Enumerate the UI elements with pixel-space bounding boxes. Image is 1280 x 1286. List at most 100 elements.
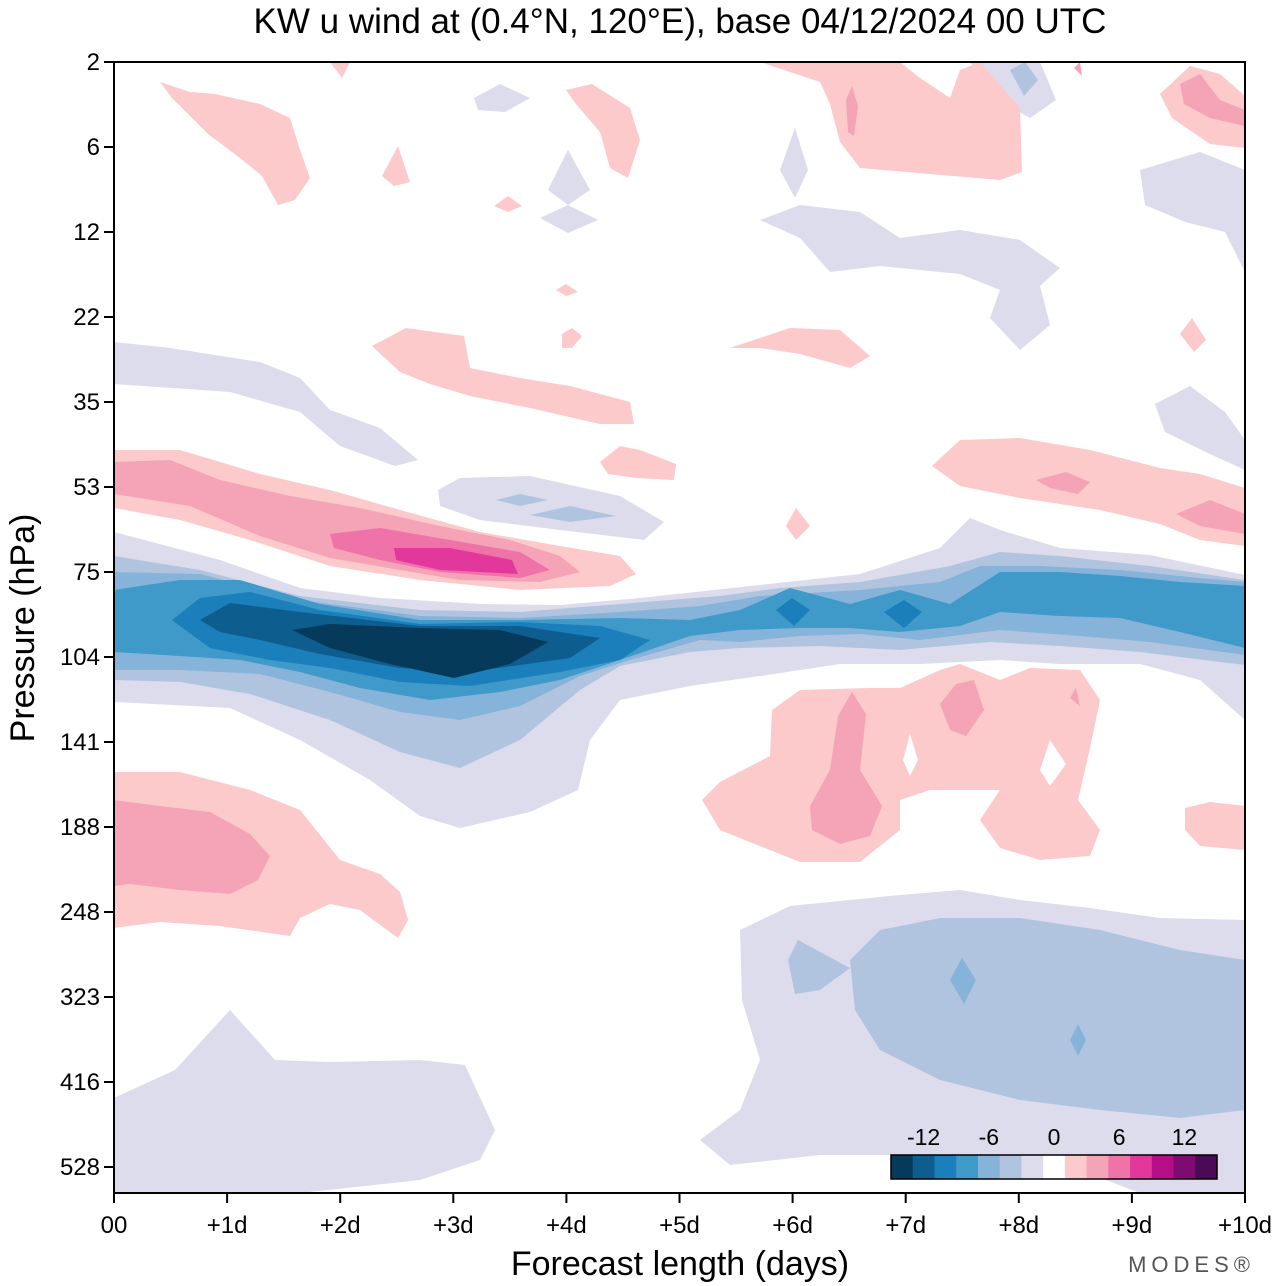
contour-westerly-moderate-lower-left bbox=[114, 800, 270, 894]
contour-easterly-light-upper-right bbox=[760, 205, 1060, 350]
x-axis: 00 +1d +2d +3d +4d +5d +6d +7d +8d +9d +10d bbox=[101, 1193, 1272, 1239]
y-tick-label: 416 bbox=[60, 1069, 100, 1096]
colorbar-swatch bbox=[1195, 1155, 1218, 1179]
contour-easterly-moderate-8-5d bbox=[1070, 1024, 1086, 1056]
x-tick-label: +3d bbox=[433, 1212, 474, 1239]
contour-westerly-light-right-188 bbox=[1185, 802, 1245, 850]
contour-westerly-light-22d bbox=[1180, 318, 1206, 352]
y-tick-label: 248 bbox=[60, 899, 100, 926]
contour-easterly-jet-core-6d bbox=[776, 598, 810, 626]
colorbar-swatch bbox=[956, 1155, 979, 1179]
colorbar-swatch bbox=[1173, 1155, 1196, 1179]
contour-westerly-moderate-top-right-b bbox=[846, 86, 858, 136]
x-tick-label: +2d bbox=[320, 1212, 361, 1239]
contour-easterly-light-right-edge bbox=[1140, 152, 1245, 272]
x-tick-label: +9d bbox=[1112, 1212, 1153, 1239]
contour-easterly-light-patch-12 bbox=[540, 205, 598, 233]
y-tick-label: 53 bbox=[73, 474, 100, 501]
contour-westerly-light-22b bbox=[562, 328, 582, 348]
contour-easterly-light-mid-53 bbox=[438, 476, 664, 540]
x-tick-label: +6d bbox=[772, 1212, 813, 1239]
contour-easterly-light-patch-6 bbox=[548, 150, 590, 205]
contour-westerly-moderate-right-75 bbox=[1176, 500, 1245, 534]
contour-westerly-light-35 bbox=[372, 328, 634, 424]
x-tick-label: +5d bbox=[659, 1212, 700, 1239]
x-tick-label: 00 bbox=[101, 1212, 128, 1239]
y-tick-label: 22 bbox=[73, 304, 100, 331]
contour-easterly-light-6d bbox=[780, 128, 808, 198]
contour-westerly-moderate-6-5d bbox=[810, 692, 882, 844]
y-tick-label: 323 bbox=[60, 984, 100, 1011]
x-tick-label: +10d bbox=[1218, 1212, 1272, 1239]
y-tick-label: 6 bbox=[87, 134, 100, 161]
contour-westerly-moderate-53 bbox=[1036, 472, 1090, 494]
y-tick-label: 12 bbox=[73, 219, 100, 246]
colorbar-label: 12 bbox=[1172, 1124, 1198, 1150]
y-axis: 2 6 12 22 35 53 75 104 141 188 248 323 416 528 bbox=[60, 49, 114, 1181]
contour-easterly-moderate-lower-right bbox=[850, 918, 1245, 1118]
colorbar-swatch bbox=[977, 1155, 1001, 1179]
colorbar-swatch bbox=[1108, 1155, 1131, 1179]
contour-westerly-light-6d bbox=[786, 508, 810, 540]
colorbar-label: 0 bbox=[1048, 1124, 1061, 1150]
colorbar-label: -12 bbox=[907, 1124, 940, 1150]
contour-field bbox=[114, 62, 1245, 1193]
x-tick-label: +7d bbox=[885, 1212, 926, 1239]
contour-easterly-light-upper-left bbox=[114, 342, 418, 466]
contour-westerly-light-22c bbox=[730, 328, 870, 368]
contour-easterly-jet-core-7d bbox=[884, 600, 922, 628]
colorbar-swatch bbox=[1043, 1155, 1066, 1179]
contour-easterly-moderate-top-right bbox=[1010, 62, 1038, 96]
colorbar-swatch bbox=[934, 1155, 957, 1179]
contour-westerly-light-22a bbox=[556, 284, 578, 296]
contour-easterly-light-right-35 bbox=[1155, 386, 1245, 470]
y-tick-label: 104 bbox=[60, 644, 100, 671]
chart-title: KW u wind at (0.4°N, 120°E), base 04/12/… bbox=[254, 2, 1107, 41]
contour-westerly-strong-8 bbox=[394, 548, 518, 574]
x-tick-label: +1d bbox=[207, 1212, 248, 1239]
y-tick-label: 75 bbox=[73, 559, 100, 586]
contour-westerly-moderate-8-5d bbox=[1070, 688, 1080, 706]
contour-westerly-light-top-mid bbox=[566, 84, 640, 178]
contour-easterly-jet-core-8d bbox=[990, 578, 1245, 644]
colorbar-swatch bbox=[1021, 1155, 1044, 1179]
contour-easterly-light-lower-left bbox=[114, 1010, 495, 1193]
contour-westerly-moderate-7-5d bbox=[940, 680, 984, 736]
colorbar-label: -6 bbox=[979, 1124, 999, 1150]
contour-westerly-light-upper-trop bbox=[702, 664, 1100, 862]
contour-easterly-moderate-323 bbox=[788, 940, 850, 994]
contour-westerly-light-53 bbox=[600, 446, 676, 480]
colorbar-swatch bbox=[1064, 1155, 1088, 1179]
y-tick-label: 141 bbox=[60, 729, 100, 756]
colorbar-label: 6 bbox=[1113, 1124, 1126, 1150]
contour-westerly-moderate-top-edge bbox=[1074, 62, 1082, 76]
contour-westerly-moderate-top-right bbox=[1180, 74, 1245, 126]
contour-westerly-light-right-53 bbox=[932, 438, 1245, 546]
contour-easterly-moderate-mid-53 bbox=[496, 494, 548, 506]
y-tick-label: 2 bbox=[87, 49, 100, 76]
contour-westerly-light-6a bbox=[382, 146, 410, 186]
x-axis-label: Forecast length (days) bbox=[511, 1245, 849, 1283]
contour-westerly-light-top-left bbox=[160, 82, 310, 205]
y-tick-label: 188 bbox=[60, 814, 100, 841]
colorbar-swatch bbox=[999, 1155, 1022, 1179]
colorbar-swatch bbox=[1130, 1155, 1153, 1179]
x-tick-label: +8d bbox=[998, 1212, 1039, 1239]
y-tick-label: 528 bbox=[60, 1154, 100, 1181]
brand-logo: MODES® bbox=[1128, 1252, 1255, 1277]
contour-easterly-moderate-mid-53b bbox=[530, 506, 616, 522]
x-tick-label: +4d bbox=[546, 1212, 587, 1239]
y-tick-label: 35 bbox=[73, 389, 100, 416]
colorbar: -12 -6 0 6 12 bbox=[890, 1124, 1218, 1180]
colorbar-swatch bbox=[1086, 1155, 1109, 1179]
colorbar-swatch bbox=[1151, 1155, 1175, 1179]
contour-easterly-light-top bbox=[474, 84, 530, 112]
contour-hole-a bbox=[903, 734, 918, 776]
contour-hole-b bbox=[1040, 740, 1066, 786]
contour-easterly-jet-14 bbox=[292, 624, 548, 678]
contour-westerly-light-top-right bbox=[760, 62, 1022, 180]
colorbar-swatch bbox=[891, 1155, 914, 1179]
y-axis-label: Pressure (hPa) bbox=[4, 514, 42, 743]
colorbar-swatch bbox=[912, 1155, 935, 1179]
